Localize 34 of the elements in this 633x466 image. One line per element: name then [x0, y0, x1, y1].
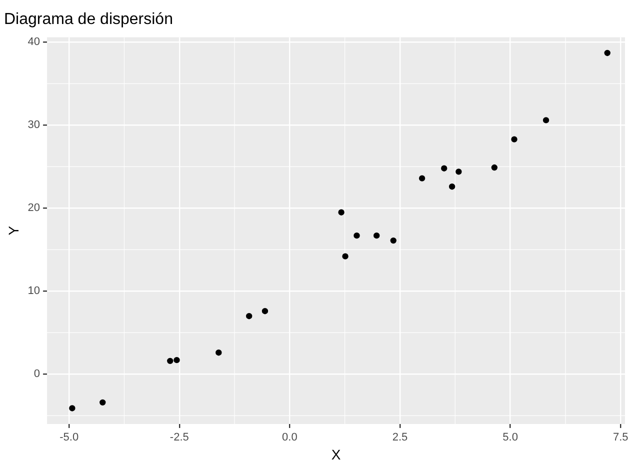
point: [216, 350, 222, 356]
x-tick-label: -2.5: [170, 432, 189, 444]
point: [511, 136, 518, 142]
x-tick-label: 2.5: [392, 432, 408, 444]
point: [262, 308, 268, 314]
point: [604, 50, 610, 56]
point: [441, 165, 448, 172]
point: [69, 405, 76, 412]
y-axis-title: Y: [5, 225, 22, 236]
y-tick-label: 20: [28, 202, 40, 214]
point: [448, 184, 456, 190]
point: [354, 232, 360, 239]
point: [246, 312, 252, 320]
x-tick-label: 5.0: [502, 432, 518, 444]
y-tick-label: 0: [34, 368, 40, 380]
point: [167, 358, 174, 364]
x-axis-title: X: [331, 446, 342, 462]
point: [456, 168, 462, 175]
point: [338, 209, 344, 216]
x-tick-label: 7.5: [612, 432, 628, 444]
x-tick-label: -5.0: [60, 432, 79, 444]
chart-title: Diagrama de dispersión: [4, 11, 173, 28]
point: [390, 237, 396, 244]
point: [100, 399, 106, 406]
y-tick-label: 40: [28, 36, 40, 48]
point: [174, 356, 180, 364]
x-tick-label: 0.0: [282, 432, 298, 444]
point: [374, 232, 380, 239]
point: [418, 175, 426, 182]
y-tick-label: 10: [28, 285, 40, 298]
point: [491, 164, 498, 171]
point: [342, 253, 348, 260]
point: [542, 117, 550, 124]
y-tick-label: 30: [28, 119, 40, 132]
